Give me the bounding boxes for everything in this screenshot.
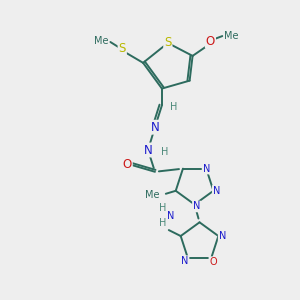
Text: Me: Me	[146, 190, 160, 200]
Text: O: O	[206, 34, 215, 47]
Text: Me: Me	[224, 31, 239, 41]
Text: H: H	[170, 102, 177, 112]
Text: N: N	[219, 231, 226, 241]
Text: N: N	[213, 186, 220, 196]
Text: O: O	[209, 257, 217, 267]
Text: N: N	[144, 143, 152, 157]
Text: S: S	[164, 37, 172, 50]
Text: Me: Me	[94, 36, 108, 46]
Text: N: N	[167, 211, 175, 221]
Text: N: N	[193, 202, 200, 212]
Text: N: N	[202, 164, 210, 174]
Text: H: H	[159, 203, 167, 213]
Text: S: S	[118, 42, 126, 56]
Text: H: H	[159, 218, 167, 228]
Text: N: N	[181, 256, 189, 266]
Text: N: N	[151, 121, 159, 134]
Text: H: H	[161, 147, 168, 157]
Text: O: O	[123, 158, 132, 171]
